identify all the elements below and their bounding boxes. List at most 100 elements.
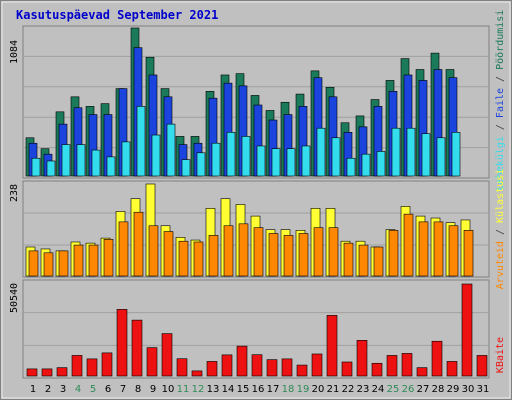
bar-arvuteid [208, 235, 219, 277]
bar-leheklgi [376, 151, 386, 177]
bar-arvuteid [343, 242, 354, 277]
x-tick-label: 22 [342, 384, 355, 395]
legend-bottom: KBaite [495, 337, 506, 373]
svg-text:Arvuteid / Kül: Arvuteid / Külastusi [495, 169, 506, 289]
bar-arvuteid [193, 241, 204, 277]
bar-kbaite [131, 319, 143, 377]
bar-arvuteid [463, 230, 474, 277]
chart-title: Kasutuspäevad September 2021 [16, 8, 218, 22]
x-tick-label: 25 [387, 384, 400, 395]
bar-arvuteid [373, 246, 384, 277]
bar-kbaite [326, 315, 338, 377]
bar-leheklgi [106, 156, 116, 177]
bar-kbaite [86, 358, 98, 377]
bar-kbaite [386, 355, 398, 377]
legend-top: Lehekülgi / Faile / Pöördumisi [495, 10, 506, 191]
bar-arvuteid [253, 227, 264, 277]
bar-kbaite [461, 283, 473, 377]
x-tick-label: 29 [447, 384, 460, 395]
x-tick-label: 17 [267, 384, 280, 395]
bar-kbaite [116, 309, 128, 377]
svg-text:KBaite: KBaite [495, 337, 506, 373]
bar-kbaite [221, 354, 233, 377]
bar-arvuteid [88, 244, 99, 277]
bar-arvuteid [298, 233, 309, 277]
bar-kbaite [161, 333, 173, 377]
bar-arvuteid [403, 213, 414, 277]
x-tick-label: 23 [357, 384, 370, 395]
bar-arvuteid [133, 211, 144, 277]
bar-kbaite [371, 362, 383, 377]
bar-kbaite [101, 352, 113, 377]
bar-leheklgi [211, 142, 221, 177]
bar-leheklgi [121, 141, 131, 177]
bar-arvuteid [163, 231, 174, 277]
x-tick-label: 18 [282, 384, 295, 395]
bar-leheklgi [451, 132, 461, 177]
bar-kbaite [311, 353, 323, 377]
x-tick-label: 8 [135, 384, 141, 395]
bar-arvuteid [178, 240, 189, 277]
x-tick-label: 5 [90, 384, 96, 395]
bar-leheklgi [136, 106, 146, 177]
legend-sep: / [495, 124, 506, 130]
bar-kbaite [401, 353, 413, 377]
bar-kbaite [341, 361, 353, 377]
x-tick-label: 21 [327, 384, 340, 395]
x-tick-label: 1 [30, 384, 36, 395]
bar-arvuteid [358, 244, 369, 277]
bar-arvuteid [328, 227, 339, 277]
bar-leheklgi [61, 144, 71, 177]
bar-arvuteid [448, 225, 459, 277]
bar-kbaite [281, 358, 293, 377]
x-tick-label: 9 [150, 384, 156, 395]
bar-leheklgi [196, 152, 206, 177]
bar-kbaite [431, 340, 443, 377]
x-tick-label: 2 [45, 384, 51, 395]
x-tick-label: 19 [297, 384, 310, 395]
bar-leheklgi [391, 127, 401, 177]
x-axis-labels: 1 2 3 4 5 6 7 8 9 10 11 12 13 14 15 16 17 18 19 20 21 22 23 24 2… [30, 384, 490, 395]
legend-sep: / [495, 229, 506, 235]
svg-text:Lehekülgi / Fa: Lehekülgi / Faile / Pöördumisi [495, 10, 506, 191]
bar-kbaite [476, 355, 488, 377]
bars-top-panel [25, 27, 461, 177]
legend-arvuteid: Arvuteid [495, 241, 506, 289]
x-tick-label: 7 [120, 384, 126, 395]
bar-kbaite [176, 358, 188, 377]
bar-kbaite [251, 354, 263, 377]
bar-leheklgi [406, 127, 416, 177]
x-tick-label: 10 [162, 384, 175, 395]
bar-leheklgi [436, 137, 446, 177]
x-tick-label: 24 [372, 384, 385, 395]
x-tick-label: 27 [417, 384, 430, 395]
x-tick-label: 30 [462, 384, 475, 395]
bar-arvuteid [283, 235, 294, 277]
legend-kbaite: KBaite [495, 337, 506, 373]
legend-kulastusi: Külastusi [495, 169, 506, 223]
bar-leheklgi [241, 136, 251, 177]
x-tick-label: 4 [75, 384, 81, 395]
bar-leheklgi [316, 127, 326, 177]
bar-leheklgi [91, 149, 101, 177]
bar-kbaite [266, 359, 278, 377]
bar-arvuteid [103, 238, 114, 277]
bar-kbaite [56, 367, 68, 377]
bar-arvuteid [43, 252, 54, 277]
x-tick-label: 16 [252, 384, 265, 395]
bar-kbaite [296, 364, 308, 377]
bar-leheklgi [301, 145, 311, 177]
bar-arvuteid [418, 221, 429, 277]
legend-faile: Faile [495, 88, 506, 118]
legend-lehekulgi: Lehekülgi [495, 136, 506, 190]
bar-leheklgi [271, 148, 281, 177]
bar-leheklgi [331, 137, 341, 177]
bar-kbaite [206, 361, 218, 377]
bar-arvuteid [148, 225, 159, 277]
bar-kbaite [71, 355, 83, 377]
ytick-bottom: 50540 [9, 283, 20, 313]
x-tick-label: 11 [177, 384, 190, 395]
bar-arvuteid [73, 244, 84, 277]
